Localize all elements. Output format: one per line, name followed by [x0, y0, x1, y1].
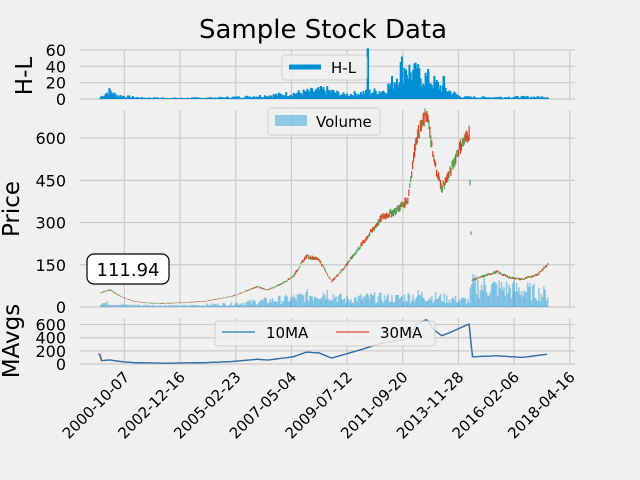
hl-legend-label: H-L [331, 59, 357, 77]
y-tick-label: 0 [56, 355, 66, 374]
ma10-legend-label: 10MA [266, 324, 309, 342]
price-candles [100, 108, 549, 304]
last-price-annotation: 111.94 [86, 253, 170, 285]
last-price-value: 111.94 [97, 260, 160, 281]
volume-legend-label: Volume [316, 113, 372, 131]
hl-legend: H-L [281, 54, 368, 81]
ma30-legend-label: 30MA [380, 324, 423, 342]
volume-legend-swatch [275, 115, 307, 126]
y-tick-label: 300 [35, 214, 66, 233]
y-tick-label: 60 [46, 41, 66, 60]
y-tick-label: 0 [56, 298, 66, 317]
y-tick-label: 400 [35, 329, 66, 348]
y-tick-label: 150 [35, 256, 66, 275]
y-tick-label: 600 [35, 316, 66, 335]
y-tick-label: 20 [46, 74, 66, 93]
volume-legend: Volume [267, 107, 381, 136]
hl-series [99, 48, 549, 99]
price-ylabel: Price [0, 181, 25, 237]
moving-average-lines [97, 318, 548, 364]
mavg-legend: 10MA 30MA [214, 320, 436, 347]
chart-title: Sample Stock Data [199, 15, 447, 45]
hl-ylabel: H-L [12, 57, 38, 96]
ma10-line [99, 318, 548, 364]
mavg-ylabel: MAvgs [0, 304, 25, 378]
y-tick-label: 200 [35, 342, 66, 361]
volume-series [99, 274, 549, 307]
y-tick-label: 40 [46, 57, 66, 76]
y-tick-label: 0 [56, 90, 66, 109]
y-tick-label: 600 [35, 129, 66, 148]
y-tick-label: 450 [35, 171, 66, 190]
